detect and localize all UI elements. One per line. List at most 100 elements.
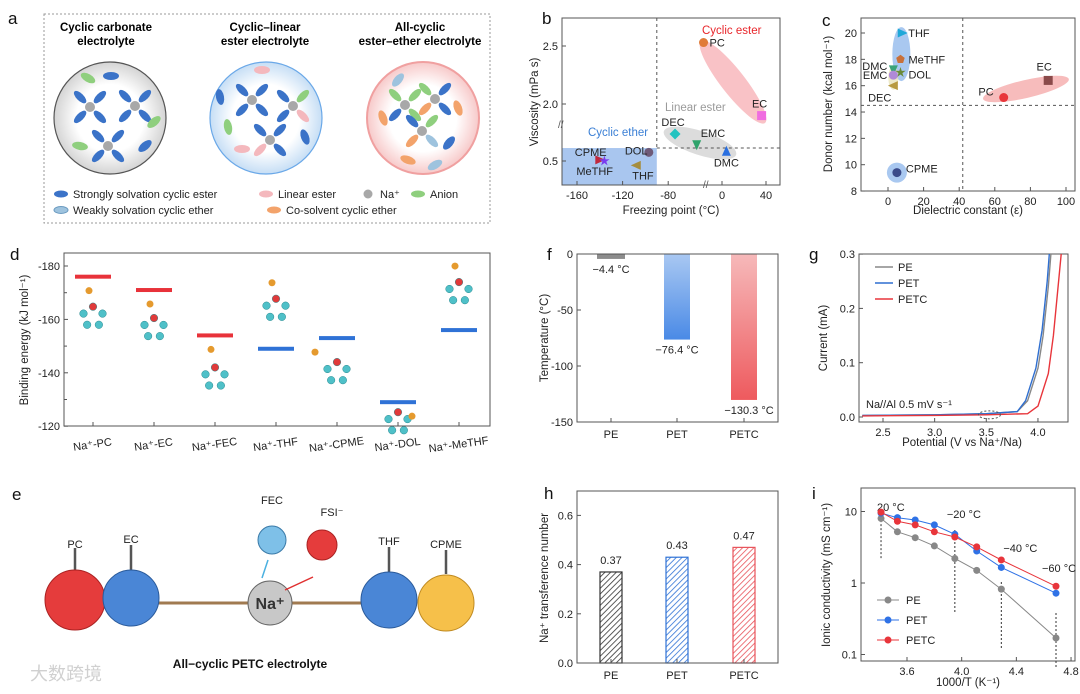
sodium-atom [146,300,154,308]
point-label: CPME [906,164,938,176]
data-point-petc [930,528,938,536]
carbon-atom [266,312,275,321]
carbon-atom [281,301,290,310]
weak-cyclic-ether [425,134,439,148]
bar-petc [731,254,757,400]
legend-label: Linear ester [278,189,336,201]
thf-character: THF [360,536,418,629]
title-cyclic-linear-2: ester electrolyte [221,36,309,48]
y-tick-label: 16 [845,81,857,93]
point-label: EC [752,99,767,111]
panel-a-frame [43,13,491,224]
highlight-ellipse [977,410,1001,420]
strong-cyclic-ester [235,83,249,97]
na-ion-dot [265,135,275,145]
category-label: Na⁺-THF [253,436,299,454]
x-tick-label: 2.5 [875,427,890,439]
data-point-methf [896,54,905,63]
data-point-petc [1052,582,1060,590]
carbon-atom [384,415,393,424]
molecule-structure [201,363,229,390]
legend-label: PETC [906,635,935,647]
data-point-pe [973,566,981,574]
data-point-dmc [888,65,898,76]
binding-energy-bar [258,346,294,351]
temperature-annotation: −40 °C [1003,543,1037,555]
sodium-atom [451,262,459,270]
data-point-pe [911,534,919,542]
free-molecule [80,72,96,84]
x-tick-label: 60 [989,196,1001,208]
y-tick-label: 0.2 [840,303,855,315]
point-label: PC [978,87,993,99]
series-line-pet [862,254,1050,417]
carbon-atom [201,370,210,379]
na-ion-dot [288,101,298,111]
x-tick-label: -160 [566,190,588,202]
legend-swatch-na [363,189,373,199]
x-tick-label: 40 [760,190,772,202]
binding-energy-bar [380,400,416,405]
na-ion-dot [103,141,113,151]
data-point-pc [699,38,709,48]
category-label: Na⁺-EC [134,436,174,453]
free-molecule [147,116,161,128]
panel-label-a: a [8,9,18,28]
na-ion-dot [400,100,410,110]
carbon-atom [449,296,458,305]
point-label: MeTHF [908,54,945,66]
carbon-atom [144,332,153,341]
title-cyclic-carbonate-2: electrolyte [77,36,135,48]
x-axis-label: Potential (V vs Na⁺/Na) [902,437,1022,449]
binding-energy-bar [136,288,172,293]
point-label: DEC [661,117,684,129]
strong-cyclic-ester [438,82,452,96]
panel-label-h: h [544,484,553,503]
category-label: PET [666,670,688,682]
panel-label-f: f [547,245,552,264]
data-point-pe [1052,634,1060,642]
fsi-character: FSI⁻ [284,507,344,591]
cyclic-ether-region [562,148,657,185]
cpme-ball [417,574,475,632]
y-tick-label: 10 [845,507,857,519]
data-point-petc [893,517,901,525]
ec-character: EC [102,534,160,627]
strong-cyclic-ester [276,89,290,103]
na-ion-dot [130,101,140,111]
plot-frame [860,487,1076,662]
y-tick-label: 0.0 [840,412,855,424]
plot-frame [63,252,491,427]
title-all-cyclic-2: ester–ether electrolyte [359,36,482,48]
free-molecule [223,119,233,135]
carbon-atom [262,301,271,310]
data-point-emc [692,140,702,151]
panel-e-caption: All−cyclic PETC electrolyte [173,657,328,671]
series-line-petc [862,254,1062,417]
y-tick-label: 1 [851,578,857,590]
oxygen-atom [271,294,281,303]
category-label: PET [666,429,688,441]
free-molecule [427,159,443,171]
y-tick-label: 0.0 [558,658,573,670]
panel-e-cartoon: PC EC Na⁺ FEC FSI⁻ THF CPME [30,495,475,684]
data-point-dmc [721,145,731,156]
pc-character: PC [44,539,106,631]
x-axis-break-mark: // [703,180,709,191]
free-molecule [300,129,310,145]
fsi-ball [306,529,338,561]
anion [418,82,432,96]
ec-ball [102,569,160,627]
carbon-atom [338,376,347,385]
panel-h-transference-chart: 0.37 PE 0.43 PET 0.47 PETC 0.0 0.2 0.4 0.6 Na⁺ tra… [539,490,779,682]
x-tick-label: -80 [660,190,676,202]
data-point-petc [877,508,885,516]
data-point-dec [887,81,898,91]
strong-cyclic-ester [91,149,105,163]
bar-pe [597,254,625,259]
strong-cyclic-ester [405,114,419,128]
data-point-petc [997,556,1005,564]
data-point-thf [630,160,641,170]
strong-cyclic-ester [438,102,452,116]
